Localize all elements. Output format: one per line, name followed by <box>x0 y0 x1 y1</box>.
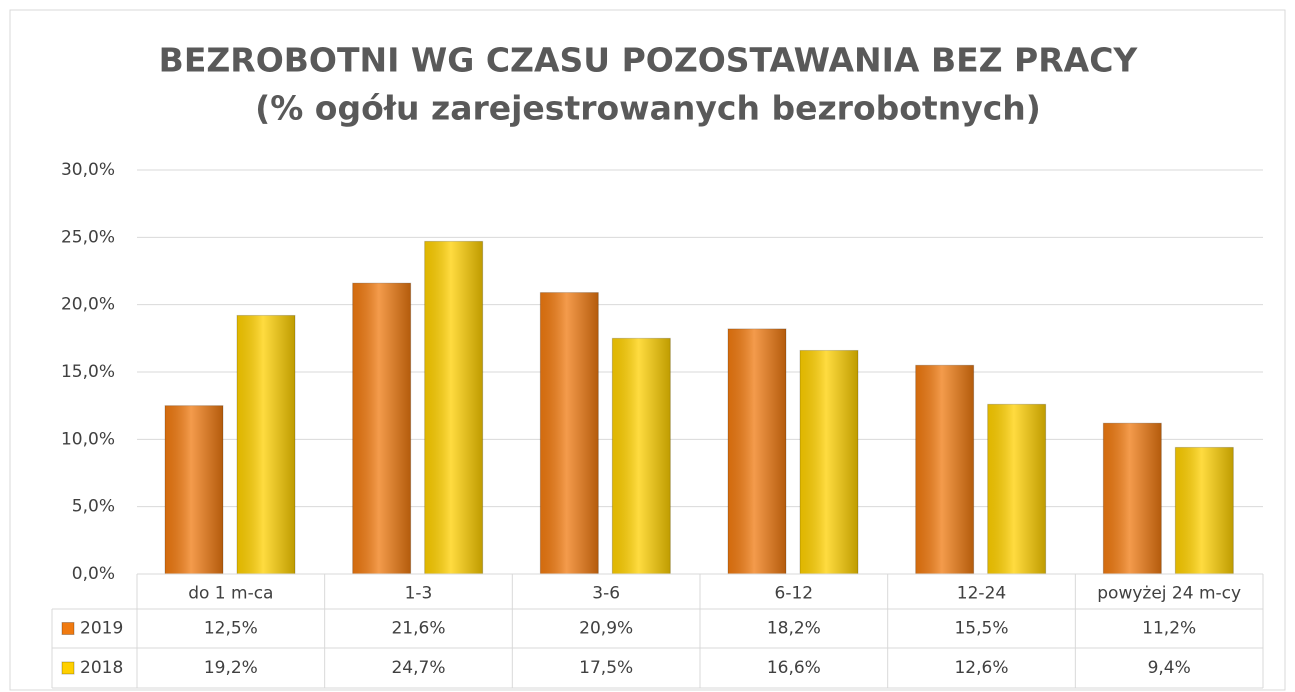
y-tick-label: 30,0% <box>61 160 115 180</box>
table-value: 16,6% <box>767 658 821 678</box>
x-tick-label: 6-12 <box>775 584 814 604</box>
bar-shade <box>1103 423 1162 574</box>
table-value: 19,2% <box>204 658 258 678</box>
legend-label: 2018 <box>80 658 123 678</box>
bar-shade <box>728 328 786 574</box>
chart-title: BEZROBOTNI WG CZASU POZOSTAWANIA BEZ PRA… <box>159 41 1139 80</box>
table-value: 12,6% <box>954 658 1008 678</box>
bar-shade <box>165 405 223 574</box>
x-tick-label: 12-24 <box>957 584 1006 604</box>
bar-shade <box>352 283 411 574</box>
bar-shade <box>612 338 671 574</box>
table-value: 9,4% <box>1148 658 1191 678</box>
y-tick-label: 0,0% <box>72 564 115 584</box>
bar-shade <box>237 315 295 574</box>
table-value: 24,7% <box>391 658 445 678</box>
legend-swatch <box>61 661 75 675</box>
bar-shade <box>1175 447 1234 574</box>
legend-label: 2019 <box>80 619 123 639</box>
table-value: 12,5% <box>204 619 258 639</box>
table-value: 11,2% <box>1142 619 1196 639</box>
bar-shade <box>987 404 1046 574</box>
table-value: 17,5% <box>579 658 633 678</box>
table-value: 18,2% <box>767 619 821 639</box>
x-tick-label: 3-6 <box>592 584 620 604</box>
bar-shade <box>800 350 858 574</box>
y-tick-label: 20,0% <box>61 295 115 315</box>
chart-subtitle: (% ogółu zarejestrowanych bezrobotnych) <box>255 89 1041 128</box>
y-tick-label: 5,0% <box>72 497 115 517</box>
x-tick-label: do 1 m-ca <box>188 584 273 604</box>
x-tick-label: 1-3 <box>405 584 433 604</box>
bar-shade <box>540 292 599 574</box>
x-tick-label: powyżej 24 m-cy <box>1097 584 1241 604</box>
y-tick-label: 15,0% <box>61 362 115 382</box>
table-value: 15,5% <box>954 619 1008 639</box>
bar-shade <box>424 241 483 574</box>
table-value: 21,6% <box>391 619 445 639</box>
bar-shade <box>915 365 974 574</box>
legend-swatch <box>61 622 75 635</box>
table-value: 20,9% <box>579 619 633 639</box>
y-tick-label: 10,0% <box>61 429 115 449</box>
y-tick-label: 25,0% <box>61 227 115 247</box>
